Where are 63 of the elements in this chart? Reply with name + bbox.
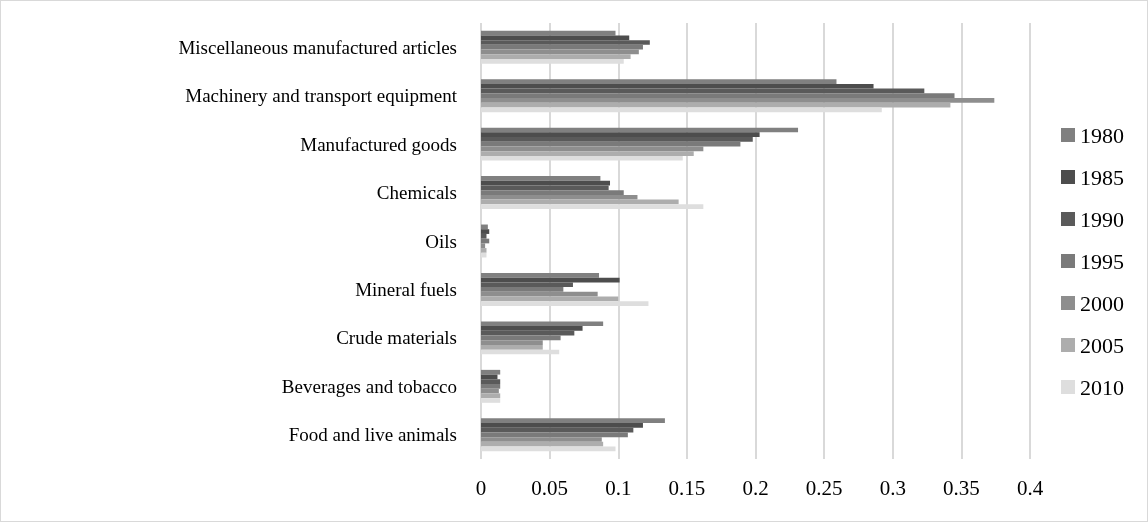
bar bbox=[481, 291, 598, 297]
x-tick-label: 0.35 bbox=[943, 475, 980, 500]
x-tick-label: 0.05 bbox=[531, 475, 568, 500]
y-tick-label: Miscellaneous manufactured articles bbox=[178, 36, 457, 58]
y-tick-label: Beverages and tobacco bbox=[281, 375, 457, 397]
bar bbox=[481, 383, 501, 389]
bar bbox=[481, 379, 501, 384]
y-tick-label: Chemicals bbox=[376, 182, 457, 204]
bar bbox=[481, 146, 704, 152]
bar bbox=[481, 441, 604, 447]
bar bbox=[481, 330, 575, 336]
y-tick-label: Manufactured goods bbox=[300, 133, 457, 155]
x-tick-label: 0 bbox=[475, 475, 487, 500]
legend-label: 1980 bbox=[1080, 122, 1124, 148]
y-tick-label: Crude materials bbox=[336, 327, 457, 349]
y-tick-label: Food and live animals bbox=[288, 424, 457, 446]
bar bbox=[481, 79, 837, 84]
bar bbox=[481, 369, 501, 375]
bar bbox=[481, 40, 650, 45]
bar bbox=[481, 151, 694, 156]
bar bbox=[481, 229, 490, 234]
bar bbox=[481, 194, 638, 200]
legend-label: 2000 bbox=[1080, 290, 1124, 316]
x-tick-label: 0.25 bbox=[805, 475, 843, 500]
x-tick-label: 0.4 bbox=[1016, 475, 1044, 500]
bar bbox=[481, 98, 995, 103]
x-tick-label: 0.3 bbox=[879, 475, 906, 500]
bar bbox=[481, 233, 487, 239]
bar bbox=[481, 248, 487, 253]
x-tick-label: 0.15 bbox=[668, 475, 706, 500]
bar bbox=[481, 287, 564, 292]
bar bbox=[481, 326, 583, 331]
bar bbox=[481, 137, 753, 142]
y-tick-label: Mineral fuels bbox=[355, 278, 457, 300]
bar bbox=[481, 282, 573, 288]
bar bbox=[481, 321, 604, 327]
x-tick-label: 0.1 bbox=[605, 475, 632, 500]
legend-label: 2005 bbox=[1080, 332, 1124, 358]
bar bbox=[481, 54, 631, 59]
bar bbox=[481, 185, 609, 191]
bar bbox=[481, 418, 665, 424]
bar bbox=[481, 243, 486, 249]
legend-label: 1995 bbox=[1080, 248, 1124, 274]
legend-label: 1990 bbox=[1080, 206, 1124, 232]
x-tick-label: 0.2 bbox=[742, 475, 769, 500]
bar bbox=[481, 190, 624, 195]
y-tick-label: Oils bbox=[425, 230, 457, 252]
bar bbox=[481, 132, 760, 138]
bar bbox=[481, 437, 602, 442]
y-tick-label: Machinery and transport equipment bbox=[185, 85, 458, 107]
bar bbox=[481, 35, 630, 41]
bar bbox=[481, 340, 543, 345]
bar bbox=[481, 423, 643, 428]
bar bbox=[481, 272, 600, 278]
bar bbox=[481, 344, 543, 350]
bar bbox=[481, 93, 955, 99]
legend-label: 1985 bbox=[1080, 164, 1124, 190]
bar bbox=[481, 83, 874, 89]
bar bbox=[481, 432, 628, 438]
bar bbox=[481, 44, 643, 50]
bar bbox=[481, 393, 501, 399]
legend-label: 2010 bbox=[1080, 374, 1124, 400]
bar bbox=[481, 176, 601, 181]
